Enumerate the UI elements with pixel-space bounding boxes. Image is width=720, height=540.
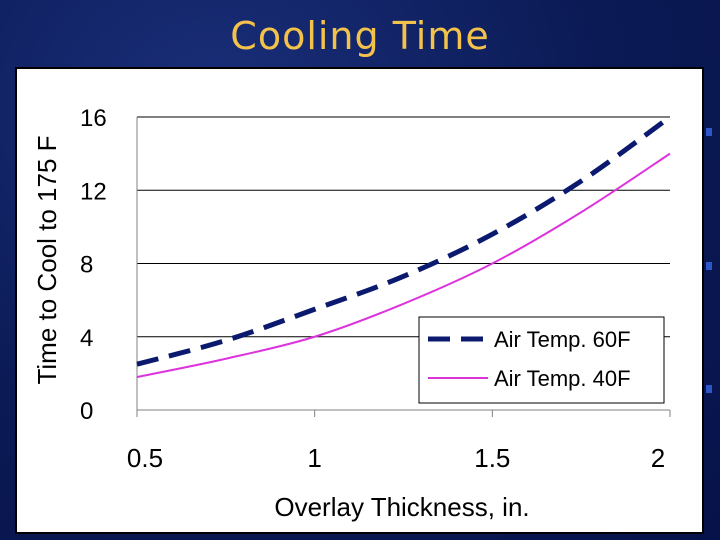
legend-box [418,316,665,404]
series-line-air-temp-40f [136,152,671,379]
y-axis-title: Time to Cool to 175 F [32,135,62,384]
y-tick-label-16: 16 [80,105,107,132]
y-tick-label-4: 4 [80,325,93,352]
decorative-square [706,262,712,270]
legend-label-air-temp-40f: Air Temp. 40F [494,366,631,391]
x-axis-title: Overlay Thickness, in. [274,492,529,522]
y-tick-label-0: 0 [80,398,93,425]
decorative-square [706,128,712,136]
legend-label-air-temp-60f: Air Temp. 60F [494,327,631,352]
decorative-square [706,385,712,393]
y-tick-label-12: 12 [80,178,107,205]
x-tick-label-2: 2 [651,443,665,473]
x-tick-label-1: 1 [307,443,321,473]
series-line-air-temp-60f [136,114,672,367]
chart-frame [15,67,704,534]
x-tick-label-1.5: 1.5 [474,443,510,473]
x-tick-label-0.5: 0.5 [127,443,163,473]
y-tick-label-8: 8 [80,252,93,279]
slide-title: Cooling Time [230,14,490,58]
